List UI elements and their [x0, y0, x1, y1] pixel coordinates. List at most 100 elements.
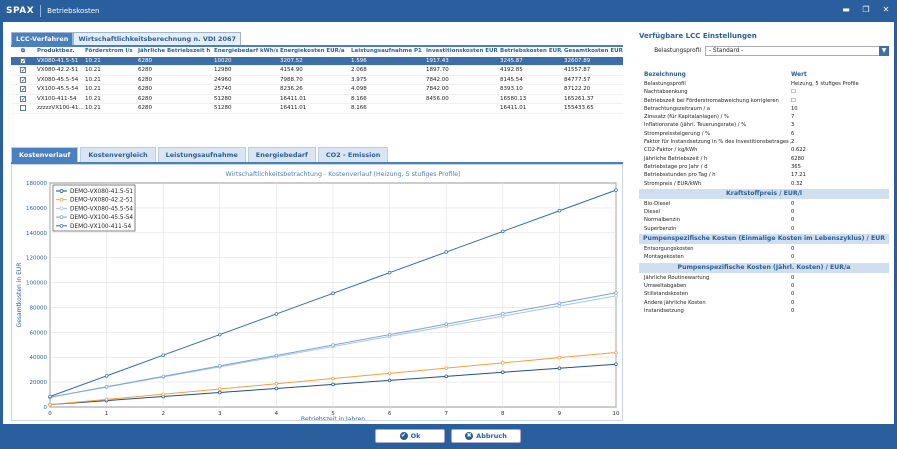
setting-value[interactable]: 0.32 [791, 180, 803, 187]
setting-value[interactable]: 0 [791, 246, 795, 253]
setting-row[interactable]: Strompreissteigerung / % 6 [639, 130, 889, 138]
setting-value[interactable]: 7 [791, 114, 795, 121]
col-gesamtkosten[interactable]: Gesamtkosten EUR [564, 48, 623, 54]
table-row[interactable]: ✓ VX080-45.5-54 10.21 6280 24960 7988.70 3.975… [11, 76, 623, 85]
close-icon[interactable]: ✕ [882, 5, 890, 14]
chart-tabs: Kostenverlauf Kostenvergleich Leistungsa… [11, 147, 389, 162]
select-all-icon[interactable]: ⧉ [21, 48, 25, 54]
row-checkbox[interactable] [11, 104, 35, 113]
tab-energiebedarf[interactable]: Energiebedarf [247, 147, 316, 162]
setting-row[interactable]: Inflationsrate (jährl. Teuerungsrate) / … [639, 121, 889, 129]
setting-row[interactable]: Superbenzin 0 [639, 225, 889, 233]
tab-kostenvergleich[interactable]: Kostenvergleich [80, 147, 156, 162]
setting-row[interactable]: Nachtabsenkung ☐ [639, 88, 889, 96]
setting-row[interactable]: CO2-Faktor / kg/kWh 0.622 [639, 146, 889, 154]
series-point [48, 402, 52, 407]
row-checkbox[interactable]: ✓ [11, 57, 35, 66]
setting-value[interactable]: 0 [791, 299, 795, 306]
setting-row[interactable]: Betriebstage pro Jahr / d 365 [639, 163, 889, 171]
setting-value[interactable]: 0 [791, 209, 795, 216]
col-betriebskosten[interactable]: Betriebskosten EUR/a [500, 48, 562, 54]
row-checkbox[interactable]: ✓ [11, 66, 35, 75]
setting-value[interactable]: 0 [791, 225, 795, 232]
setting-value[interactable]: 17.21 [791, 172, 806, 179]
setting-value[interactable]: 0.622 [791, 147, 806, 154]
col-investitionskosten[interactable]: Investitionskosten EUR [426, 48, 498, 54]
setting-row[interactable]: Umweltabgaben 0 [639, 282, 889, 290]
setting-value[interactable]: 0 [791, 307, 795, 314]
checkbox-icon[interactable]: ✓ [20, 76, 27, 84]
checkbox-icon[interactable] [20, 105, 26, 112]
col-produktbez[interactable]: Produktbez. [37, 48, 75, 54]
setting-row[interactable]: Belastungsprofil Heizung, 5 stufiges Prof… [639, 80, 889, 88]
col-betriebszeit[interactable]: Jährliche Betriebszeit h [138, 48, 211, 54]
setting-value[interactable]: 3 [791, 122, 795, 129]
setting-value[interactable]: 6280 [791, 155, 805, 162]
series-point [331, 291, 335, 296]
tab-leistungsaufnahme[interactable]: Leistungsaufnahme [157, 147, 246, 162]
series-point [274, 386, 279, 391]
col-wert: Wert [791, 72, 807, 78]
minimize-icon[interactable]: ▬ [842, 5, 850, 14]
setting-row[interactable]: Instandsetzung 0 [639, 307, 889, 315]
ok-button[interactable]: ✔ Ok [375, 429, 445, 443]
col-foerderstrom[interactable]: Förderstrom l/s [85, 48, 133, 54]
setting-value[interactable]: 10 [791, 105, 798, 112]
row-checkbox[interactable]: ✓ [11, 95, 35, 104]
setting-row[interactable]: Betrachtungszeitraum / a 10 [639, 105, 889, 113]
table-cell: 3207.52 [280, 57, 303, 64]
tab-co2-emission[interactable]: CO2 - Emission [317, 147, 389, 162]
col-energiebedarf[interactable]: Energiebedarf kWh/a [214, 48, 278, 54]
setting-row[interactable]: Strompreis / EUR/kWh 0.32 [639, 180, 889, 188]
tab-kostenverlauf[interactable]: Kostenverlauf [11, 147, 79, 162]
setting-row[interactable]: Jährliche Betriebszeit / h 6280 [639, 155, 889, 163]
table-row[interactable]: ✓ VX080-41.5-51 10.21 6280 10020 3207.52 1.596… [11, 56, 623, 66]
table-row[interactable]: ✓ VX100-45.5-54 10.21 6280 25740 8236.26 4.098… [11, 85, 623, 95]
setting-value[interactable]: 0 [791, 274, 795, 281]
cancel-button[interactable]: ✖ Abbruch [451, 429, 521, 443]
dropdown-arrow-icon[interactable]: ▼ [879, 46, 889, 56]
profile-select[interactable]: - Standard - ▼ [705, 46, 889, 56]
setting-value[interactable]: 0 [791, 200, 795, 207]
setting-row[interactable]: Zinssatz (für Kapitalanlagen) / % 7 [639, 113, 889, 121]
checkbox-icon[interactable]: ✓ [20, 86, 27, 94]
row-checkbox[interactable]: ✓ [11, 85, 35, 94]
setting-value[interactable]: 6 [791, 130, 795, 137]
setting-value[interactable]: 0 [791, 254, 795, 261]
setting-value[interactable]: ☐ [791, 89, 796, 96]
setting-row[interactable]: Betriebsstunden pro Tag / h 17.21 [639, 171, 889, 179]
tab-lcc-verfahren[interactable]: LCC-Verfahren [11, 32, 74, 45]
setting-row[interactable]: Betriebszeit bei Förderstromabweichung k… [639, 97, 889, 105]
col-leistungsaufnahme[interactable]: Leistungsaufnahme P1 kW [351, 48, 424, 54]
maximize-icon[interactable]: ❐ [862, 5, 870, 14]
tab-vdi-2067[interactable]: Wirtschaftlichkeitsberechnung n. VDI 206… [73, 32, 242, 45]
setting-row[interactable]: Jährliche Routinewartung 0 [639, 274, 889, 282]
table-cell: 51280 [214, 95, 232, 102]
setting-row[interactable]: Stillstandskosten 0 [639, 290, 889, 298]
table-cell: 12980 [214, 67, 232, 73]
setting-value[interactable]: 0 [791, 217, 795, 224]
setting-row[interactable]: Montagekosten 0 [639, 253, 889, 261]
setting-value[interactable]: Heizung, 5 stufiges Profile [791, 81, 859, 87]
checkbox-icon[interactable]: ✓ [20, 95, 27, 103]
setting-value[interactable]: 0 [791, 282, 795, 289]
table-row[interactable]: zzzzzVX100-41... 10.21 6280 51280 16411.01 8.… [11, 104, 623, 114]
table-row[interactable]: ✓ VX100-411-54 10.21 6280 51280 16411.01 8.166… [11, 95, 623, 104]
setting-value[interactable]: 365 [791, 163, 801, 170]
setting-row[interactable]: Diesel 0 [639, 208, 889, 216]
checkbox-icon[interactable]: ✓ [20, 57, 27, 65]
setting-row[interactable]: Faktor für Instandsetzung in % des Inves… [639, 138, 889, 146]
checkbox-icon[interactable]: ✓ [20, 67, 27, 75]
setting-row[interactable]: Bio-Diesel 0 [639, 200, 889, 208]
setting-row[interactable]: Entsorgungskosten 0 [639, 245, 889, 253]
cost-chart: Wirtschaftlichkeitsbetrachtung - Kostenv… [16, 171, 620, 423]
setting-row[interactable]: Normalbenzin 0 [639, 216, 889, 224]
spax-logo: SPAX [6, 6, 35, 16]
setting-value[interactable]: ☐ [791, 97, 796, 104]
setting-row[interactable]: Andere jährliche Kosten 0 [639, 299, 889, 307]
setting-value[interactable]: 2 [791, 139, 795, 146]
table-row[interactable]: ✓ VX080-42.2-51 10.21 6280 12980 4154.90 2.068… [11, 66, 623, 76]
row-checkbox[interactable]: ✓ [11, 76, 35, 85]
col-energiekosten[interactable]: Energiekosten EUR/a [280, 48, 345, 54]
setting-value[interactable]: 0 [791, 291, 795, 298]
